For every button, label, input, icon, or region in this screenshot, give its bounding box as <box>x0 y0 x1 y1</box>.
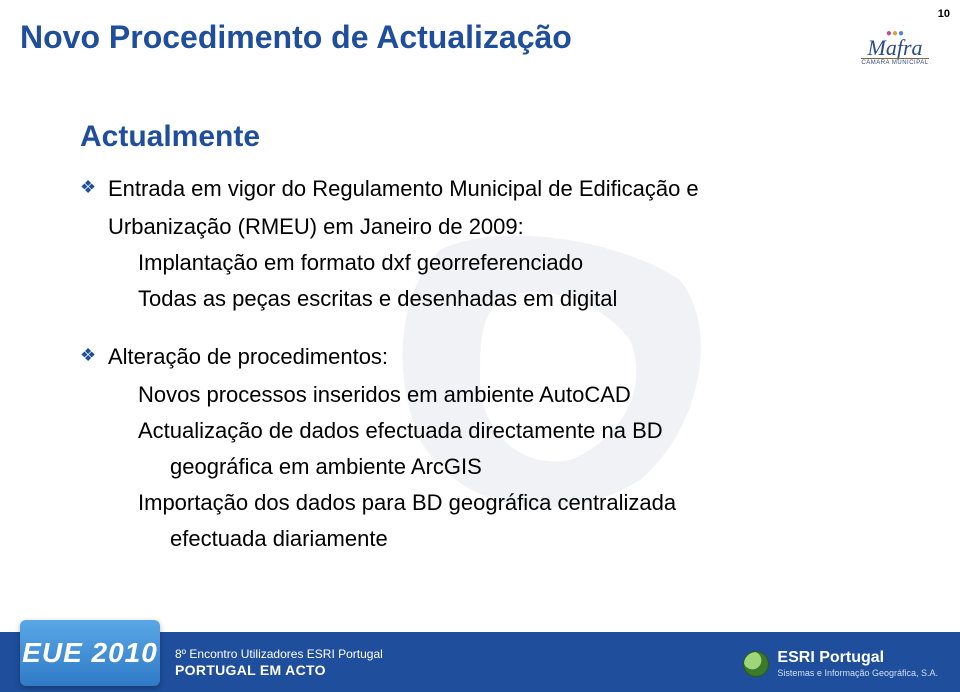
content-area: Actualmente Entrada em vigor do Regulame… <box>80 120 900 560</box>
diamond-bullet-icon <box>80 342 98 368</box>
footer-caption-line2: PORTUGAL EM ACTO <box>175 662 383 678</box>
slide-header: Novo Procedimento de Actualização ●●● Ma… <box>20 20 940 75</box>
bullet-2-sub-3b: efectuada diariamente <box>170 524 900 554</box>
section-heading: Actualmente <box>80 120 900 154</box>
esri-text-block: ESRI Portugal Sistemas e Informação Geog… <box>777 649 938 678</box>
slide-title: Novo Procedimento de Actualização <box>20 20 572 55</box>
footer: EUE 2010 8º Encontro Utilizadores ESRI P… <box>0 614 960 692</box>
mafra-logo: ●●● Mafra CÂMARA MUNICIPAL <box>850 20 940 75</box>
diamond-bullet-icon <box>80 174 98 200</box>
logo-caption: CÂMARA MUNICIPAL <box>861 58 928 66</box>
bullet-2-sub-3: Importação dos dados para BD geográfica … <box>138 488 900 518</box>
footer-badge-text: EUE 2010 <box>22 637 158 669</box>
footer-caption: 8º Encontro Utilizadores ESRI Portugal P… <box>175 646 383 678</box>
esri-sub: Sistemas e Informação Geográfica, S.A. <box>777 668 938 678</box>
bullet-1-sub-1: Implantação em formato dxf georreferenci… <box>138 248 900 278</box>
bullet-1: Entrada em vigor do Regulamento Municipa… <box>80 174 900 204</box>
bullet-2-sub-1: Novos processos inseridos em ambiente Au… <box>138 380 900 410</box>
page-number: 10 <box>938 8 950 20</box>
logo-name: Mafra <box>868 39 923 57</box>
bullet-2-text-line1: Alteração de procedimentos: <box>108 342 388 372</box>
bullet-1-sub-2: Todas as peças escritas e desenhadas em … <box>138 284 900 314</box>
bullet-2-sub-2b: geográfica em ambiente ArcGIS <box>170 452 900 482</box>
esri-name: ESRI Portugal <box>777 649 884 666</box>
footer-badge: EUE 2010 <box>20 620 160 686</box>
bullet-2: Alteração de procedimentos: <box>80 342 900 372</box>
footer-caption-line1: 8º Encontro Utilizadores ESRI Portugal <box>175 646 383 662</box>
esri-globe-icon <box>743 651 769 677</box>
footer-right: ESRI Portugal Sistemas e Informação Geog… <box>743 649 938 678</box>
bullet-1-text-line2: Urbanização (RMEU) em Janeiro de 2009: <box>108 212 900 242</box>
bullet-1-text-line1: Entrada em vigor do Regulamento Municipa… <box>108 174 699 204</box>
bullet-2-sub-2: Actualização de dados efectuada directam… <box>138 416 900 446</box>
